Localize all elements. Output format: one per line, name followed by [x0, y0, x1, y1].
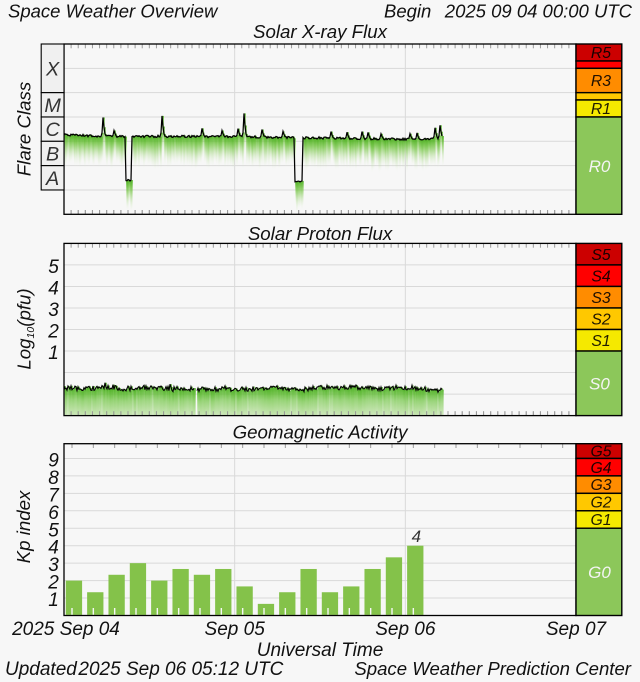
svg-text:Space Weather Overview: Space Weather Overview — [8, 1, 219, 22]
svg-text:X: X — [45, 58, 60, 80]
svg-text:A: A — [45, 168, 59, 190]
svg-text:Solar Proton Flux: Solar Proton Flux — [248, 223, 393, 244]
svg-text:G0: G0 — [588, 563, 611, 582]
svg-text:G5: G5 — [590, 444, 611, 461]
svg-text:S4: S4 — [591, 268, 611, 285]
svg-text:Space Weather Prediction Cente: Space Weather Prediction Center — [354, 658, 631, 679]
svg-text:Begin 2025 09 04 00:00 UTC: Begin 2025 09 04 00:00 UTC — [384, 1, 633, 22]
svg-text:S5: S5 — [591, 247, 611, 264]
svg-text:G2: G2 — [590, 495, 611, 512]
svg-text:G4: G4 — [590, 460, 611, 477]
svg-text:3: 3 — [48, 300, 59, 321]
svg-text:S1: S1 — [591, 333, 610, 350]
svg-text:C: C — [45, 119, 60, 141]
svg-text:Sep 07: Sep 07 — [546, 619, 608, 640]
svg-text:Geomagnetic Activity: Geomagnetic Activity — [233, 421, 409, 442]
svg-text:Kp index: Kp index — [13, 490, 34, 563]
svg-text:3: 3 — [48, 555, 59, 576]
svg-text:9: 9 — [48, 450, 59, 471]
svg-text:1: 1 — [48, 590, 59, 611]
svg-text:1: 1 — [48, 343, 59, 364]
svg-text:8: 8 — [48, 468, 59, 489]
svg-text:7: 7 — [48, 485, 60, 506]
svg-text:5: 5 — [48, 520, 59, 541]
svg-text:2025 Sep 04: 2025 Sep 04 — [11, 619, 120, 640]
svg-text:4: 4 — [48, 278, 59, 299]
svg-text:R0: R0 — [589, 157, 611, 176]
svg-text:G1: G1 — [590, 512, 611, 529]
svg-text:M: M — [44, 95, 61, 117]
svg-text:Flare Class: Flare Class — [14, 82, 35, 177]
svg-text:R3: R3 — [591, 73, 611, 90]
svg-text:Log10(pfu): Log10(pfu) — [14, 288, 37, 369]
svg-text:6: 6 — [48, 503, 59, 524]
svg-text:5: 5 — [48, 257, 59, 278]
svg-text:Sep 06: Sep 06 — [375, 619, 436, 640]
svg-text:2: 2 — [47, 573, 59, 594]
svg-text:Solar X-ray Flux: Solar X-ray Flux — [253, 21, 388, 42]
svg-text:4: 4 — [48, 538, 59, 559]
svg-text:4: 4 — [412, 527, 421, 546]
svg-text:B: B — [46, 143, 59, 165]
svg-text:R1: R1 — [591, 101, 611, 118]
svg-text:G3: G3 — [590, 477, 611, 494]
svg-text:S3: S3 — [591, 290, 611, 307]
svg-text:Sep 05: Sep 05 — [205, 619, 266, 640]
svg-text:Updated 2025 Sep 06 05:12 UTC: Updated 2025 Sep 06 05:12 UTC — [5, 659, 284, 680]
svg-text:2: 2 — [47, 322, 59, 343]
svg-text:Universal Time: Universal Time — [257, 640, 384, 661]
svg-text:S0: S0 — [589, 375, 610, 394]
svg-text:S2: S2 — [591, 311, 611, 328]
svg-text:R5: R5 — [591, 45, 611, 62]
